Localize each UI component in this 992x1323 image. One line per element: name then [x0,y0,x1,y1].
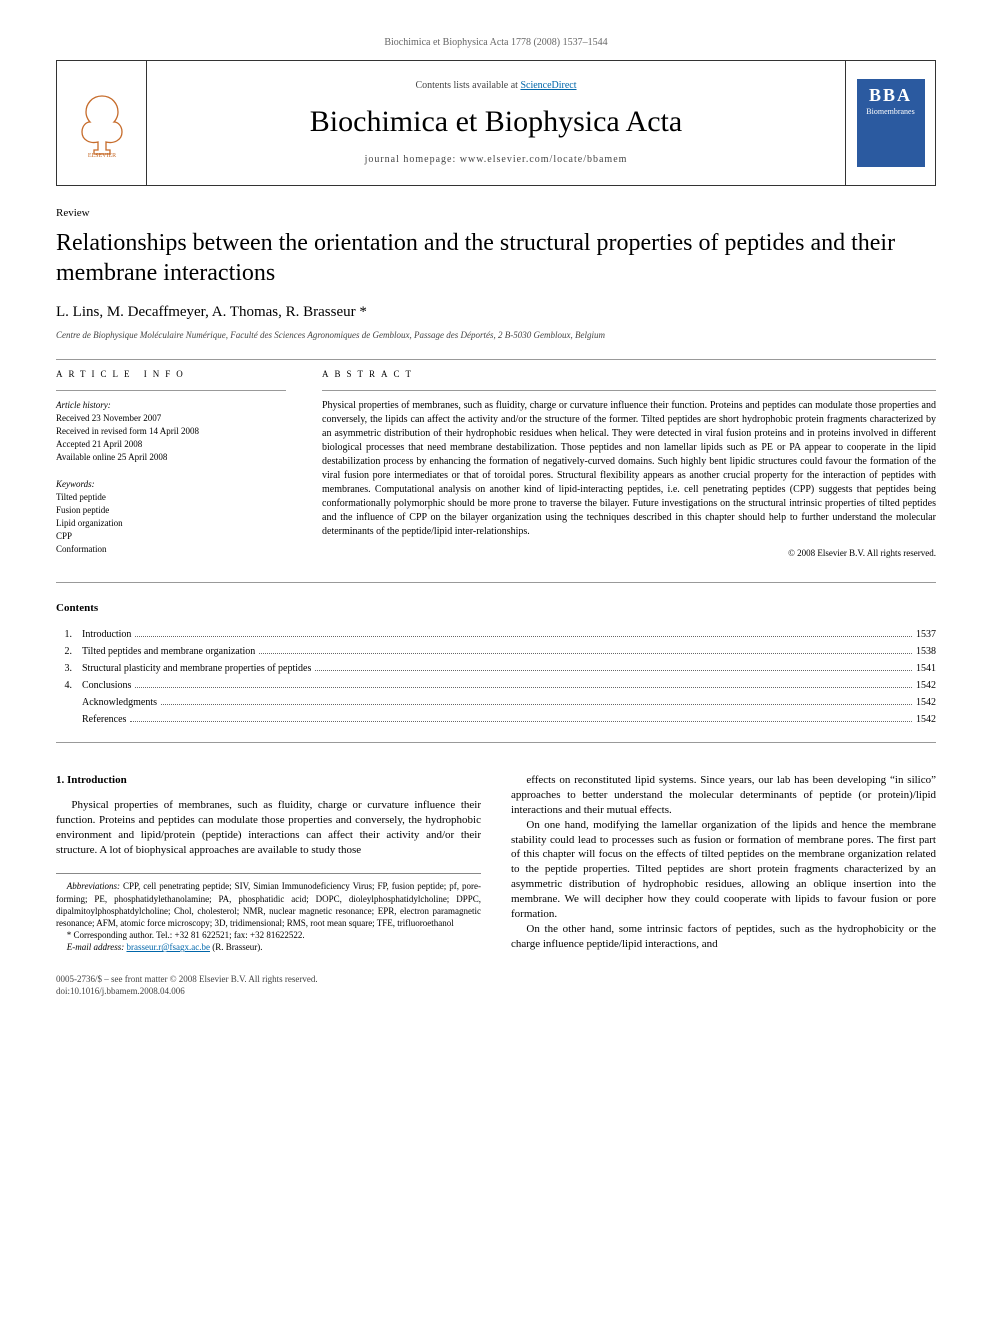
contents-list-line: Contents lists available at ScienceDirec… [415,79,576,93]
article-info-column: ARTICLE INFO Article history: Received 2… [56,368,286,571]
history-line: Received in revised form 14 April 2008 [56,425,286,438]
toc-page: 1542 [916,711,936,728]
footer-left: 0005-2736/$ – see front matter © 2008 El… [56,973,318,997]
article-info-head: ARTICLE INFO [56,368,286,380]
page-footer: 0005-2736/$ – see front matter © 2008 El… [56,973,936,997]
toc-leader-icon [259,653,912,654]
email-suffix: (R. Brasseur). [212,942,262,952]
body-paragraph: effects on reconstituted lipid systems. … [511,773,936,818]
article-history-block: Article history: Received 23 November 20… [56,399,286,464]
keyword: Tilted peptide [56,491,286,504]
abstract-copyright: © 2008 Elsevier B.V. All rights reserved… [322,547,936,559]
doi-line: doi:10.1016/j.bbamem.2008.04.006 [56,985,318,997]
corresponding-author-footnote: * Corresponding author. Tel.: +32 81 622… [56,929,481,941]
contents-prefix: Contents lists available at [415,80,520,91]
toc-number: 1. [56,626,82,643]
footnotes-block: Abbreviations: CPP, cell penetrating pep… [56,873,481,953]
affiliation: Centre de Biophysique Moléculaire Numéri… [56,329,936,341]
toc-row: References 1542 [56,711,936,728]
keywords-subhead: Keywords: [56,478,286,491]
toc-row: 3. Structural plasticity and membrane pr… [56,660,936,677]
email-footnote: E-mail address: brasseur.r@fsagx.ac.be (… [56,941,481,953]
body-paragraph: On the other hand, some intrinsic factor… [511,922,936,952]
keyword: CPP [56,530,286,543]
toc-label: Structural plasticity and membrane prope… [82,660,311,677]
body-paragraph: Physical properties of membranes, such a… [56,798,481,857]
keyword: Lipid organization [56,517,286,530]
bba-cover-icon: BBA Biomembranes [857,79,925,167]
divider [322,390,936,391]
authors-text: L. Lins, M. Decaffmeyer, A. Thomas, R. B… [56,304,356,320]
front-matter-line: 0005-2736/$ – see front matter © 2008 El… [56,973,318,985]
article-type: Review [56,206,936,221]
publisher-logo-cell: ELSEVIER [57,61,147,185]
body-two-column: 1. Introduction Physical properties of m… [56,773,936,953]
history-line: Available online 25 April 2008 [56,451,286,464]
contents-heading: Contents [56,601,936,616]
abbrev-label: Abbreviations: [67,881,120,891]
article-title: Relationships between the orientation an… [56,228,936,288]
toc-number: 4. [56,677,82,694]
elsevier-tree-icon: ELSEVIER [72,88,132,158]
toc-page: 1538 [916,643,936,660]
abstract-column: ABSTRACT Physical properties of membrane… [322,368,936,571]
toc-page: 1537 [916,626,936,643]
toc-leader-icon [135,687,912,688]
abbreviations-footnote: Abbreviations: CPP, cell penetrating pep… [56,880,481,929]
section-1-heading: 1. Introduction [56,773,481,788]
toc-number: 3. [56,660,82,677]
toc-number: 2. [56,643,82,660]
history-line: Received 23 November 2007 [56,412,286,425]
keyword: Conformation [56,543,286,556]
toc-label: Tilted peptides and membrane organizatio… [82,643,255,660]
journal-masthead: ELSEVIER Contents lists available at Sci… [56,60,936,186]
toc-leader-icon [161,704,912,705]
journal-title: Biochimica et Biophysica Acta [310,102,682,143]
email-label: E-mail address: [67,942,124,952]
toc-leader-icon [315,670,912,671]
abstract-text: Physical properties of membranes, such a… [322,399,936,539]
author-list: L. Lins, M. Decaffmeyer, A. Thomas, R. B… [56,302,936,322]
toc-row: 1. Introduction 1537 [56,626,936,643]
toc-label: Acknowledgments [82,694,157,711]
bba-logo-subtext: Biomembranes [866,107,914,118]
toc-label: Introduction [82,626,131,643]
abbrev-text: CPP, cell penetrating peptide; SIV, Simi… [56,881,481,927]
divider [56,742,936,743]
toc-page: 1542 [916,677,936,694]
toc-leader-icon [135,636,912,637]
toc-leader-icon [130,721,912,722]
keyword: Fusion peptide [56,504,286,517]
masthead-center: Contents lists available at ScienceDirec… [147,61,845,185]
corresponding-star-icon: * [359,304,367,320]
divider [56,359,936,360]
journal-homepage: journal homepage: www.elsevier.com/locat… [365,153,628,167]
table-of-contents: 1. Introduction 1537 2. Tilted peptides … [56,626,936,728]
toc-row: 4. Conclusions 1542 [56,677,936,694]
history-subhead: Article history: [56,399,286,412]
info-abstract-row: ARTICLE INFO Article history: Received 2… [56,368,936,571]
toc-label: References [82,711,126,728]
abstract-head: ABSTRACT [322,368,936,380]
toc-page: 1542 [916,694,936,711]
running-header: Biochimica et Biophysica Acta 1778 (2008… [56,36,936,50]
bba-logo-text: BBA [869,83,912,107]
body-paragraph: On one hand, modifying the lamellar orga… [511,818,936,922]
divider [56,582,936,583]
keywords-block: Keywords: Tilted peptide Fusion peptide … [56,478,286,556]
email-link[interactable]: brasseur.r@fsagx.ac.be [126,942,210,952]
toc-row: Acknowledgments 1542 [56,694,936,711]
journal-cover-cell: BBA Biomembranes [845,61,935,185]
divider [56,390,286,391]
history-line: Accepted 21 April 2008 [56,438,286,451]
svg-text:ELSEVIER: ELSEVIER [87,153,115,158]
toc-row: 2. Tilted peptides and membrane organiza… [56,643,936,660]
toc-label: Conclusions [82,677,131,694]
toc-page: 1541 [916,660,936,677]
sciencedirect-link[interactable]: ScienceDirect [520,80,576,91]
